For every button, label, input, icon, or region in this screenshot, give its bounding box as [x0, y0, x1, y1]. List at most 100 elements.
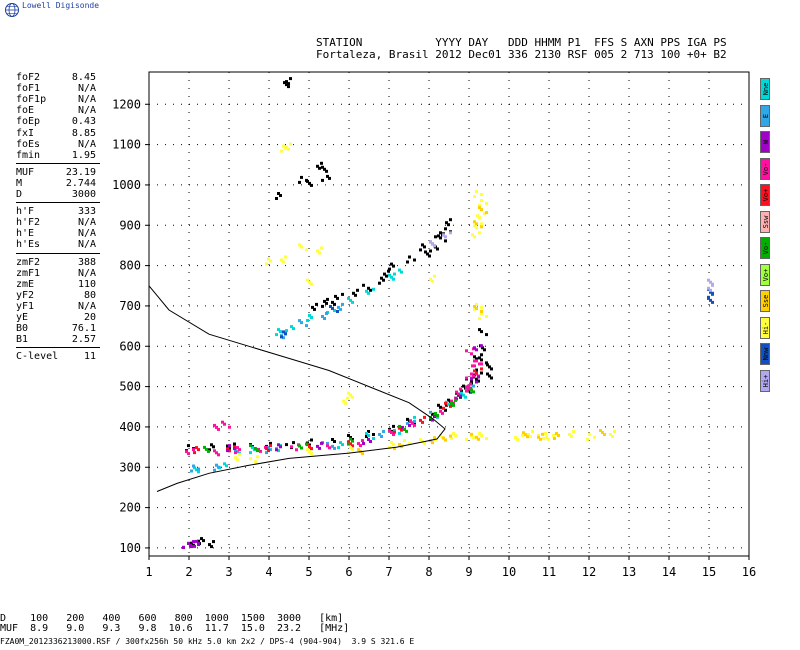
echo-point	[351, 300, 354, 304]
echo-point	[444, 235, 447, 239]
legend-label: Hi+	[762, 374, 770, 387]
echo-point	[339, 307, 342, 311]
param-row: fmin 1.95	[0, 150, 100, 162]
echo-point	[228, 449, 231, 453]
echo-point	[480, 344, 483, 348]
echo-point	[465, 376, 468, 380]
echo-point	[462, 393, 465, 397]
echo-point	[279, 445, 282, 449]
echo-point	[555, 432, 558, 435]
echo-point	[367, 430, 370, 433]
echo-point	[570, 435, 573, 438]
echo-point	[392, 424, 395, 428]
echo-point	[351, 439, 354, 443]
echo-point	[251, 446, 254, 450]
param-row: zmF2 388	[0, 257, 100, 269]
echo-point	[473, 224, 476, 228]
echo-point	[210, 545, 213, 549]
param-row: h'E N/A	[0, 228, 100, 240]
param-key: C-level	[16, 351, 59, 363]
param-row: fxI 8.85	[0, 128, 100, 140]
electron-density-profile	[148, 285, 446, 492]
echo-point	[208, 448, 211, 452]
echo-point	[483, 348, 486, 352]
echo-point	[413, 258, 416, 262]
echo-point	[256, 455, 259, 459]
axis-ticks: 1 2 3 4 5 6 7 8 9 10 11 12 13 14 15 1610020030040050060…	[112, 97, 756, 579]
echo-point	[285, 145, 288, 149]
echo-point	[572, 430, 575, 433]
echo-point	[433, 274, 436, 278]
echo-point	[400, 270, 403, 274]
param-row: zmF1 N/A	[0, 268, 100, 280]
echo-point	[467, 384, 470, 388]
echo-point	[310, 183, 313, 187]
echo-point	[429, 277, 432, 281]
legend-swatch: Hi-	[760, 316, 770, 339]
legend-swatch: Vo-	[760, 157, 770, 180]
x-tick-label: 9	[465, 565, 472, 579]
echo-point	[300, 245, 303, 249]
echo-point	[308, 314, 311, 317]
x-tick-label: 11	[542, 565, 556, 579]
param-row: foE N/A	[0, 105, 100, 117]
echo-point	[478, 317, 481, 320]
echo-point	[467, 387, 470, 391]
echo-point	[277, 449, 280, 453]
x-tick-label: 3	[225, 565, 232, 579]
echo-point	[287, 147, 290, 151]
echo-point	[465, 349, 468, 353]
echo-point	[385, 274, 388, 278]
echo-point	[321, 165, 324, 169]
echo-point	[285, 80, 288, 84]
echo-point	[486, 363, 489, 367]
x-tick-label: 1	[145, 565, 152, 579]
y-tick-label: 400	[119, 420, 141, 434]
echo-point	[393, 447, 396, 451]
echo-point	[367, 434, 370, 437]
echo-point	[295, 448, 298, 452]
echo-point	[354, 293, 357, 297]
echo-point	[486, 372, 489, 376]
echo-point	[357, 442, 360, 446]
y-tick-label: 1000	[112, 178, 141, 192]
echo-point	[351, 448, 354, 452]
echo-point	[372, 287, 375, 291]
echo-point	[480, 310, 483, 313]
echo-point	[454, 398, 457, 402]
legend-label: Nne	[762, 82, 770, 96]
echo-point	[289, 142, 292, 146]
echo-point	[475, 190, 478, 193]
echo-point	[311, 305, 314, 309]
x-tick-label: 5	[305, 565, 312, 579]
echo-point	[342, 399, 345, 403]
ionogram-plot: 1 2 3 4 5 6 7 8 9 10 11 12 13 14 15 1610020030040050060…	[112, 71, 756, 579]
echo-point	[483, 212, 486, 216]
echo-point	[202, 539, 205, 543]
echo-point	[290, 325, 293, 329]
echo-point	[285, 329, 288, 333]
echo-point	[408, 423, 411, 427]
echo-point	[459, 387, 462, 391]
echo-point	[318, 166, 321, 170]
echo-point	[359, 444, 362, 448]
echo-point	[210, 443, 213, 447]
echo-point	[488, 374, 491, 378]
echo-point	[223, 422, 226, 426]
echo-point	[477, 375, 480, 379]
legend-swatch: Vo+	[760, 263, 770, 286]
echo-point	[472, 374, 475, 378]
echo-point	[256, 449, 259, 453]
echo-point	[444, 239, 447, 243]
echo-point	[599, 429, 602, 432]
echo-point	[429, 249, 432, 253]
echo-point	[588, 432, 591, 436]
echo-point	[226, 449, 229, 453]
echo-point	[212, 445, 215, 449]
echo-point	[431, 279, 434, 283]
echo-point	[457, 392, 460, 396]
echo-point	[711, 300, 714, 304]
y-tick-label: 300	[119, 460, 141, 474]
x-tick-label: 4	[265, 565, 272, 579]
param-key: M	[16, 177, 23, 189]
